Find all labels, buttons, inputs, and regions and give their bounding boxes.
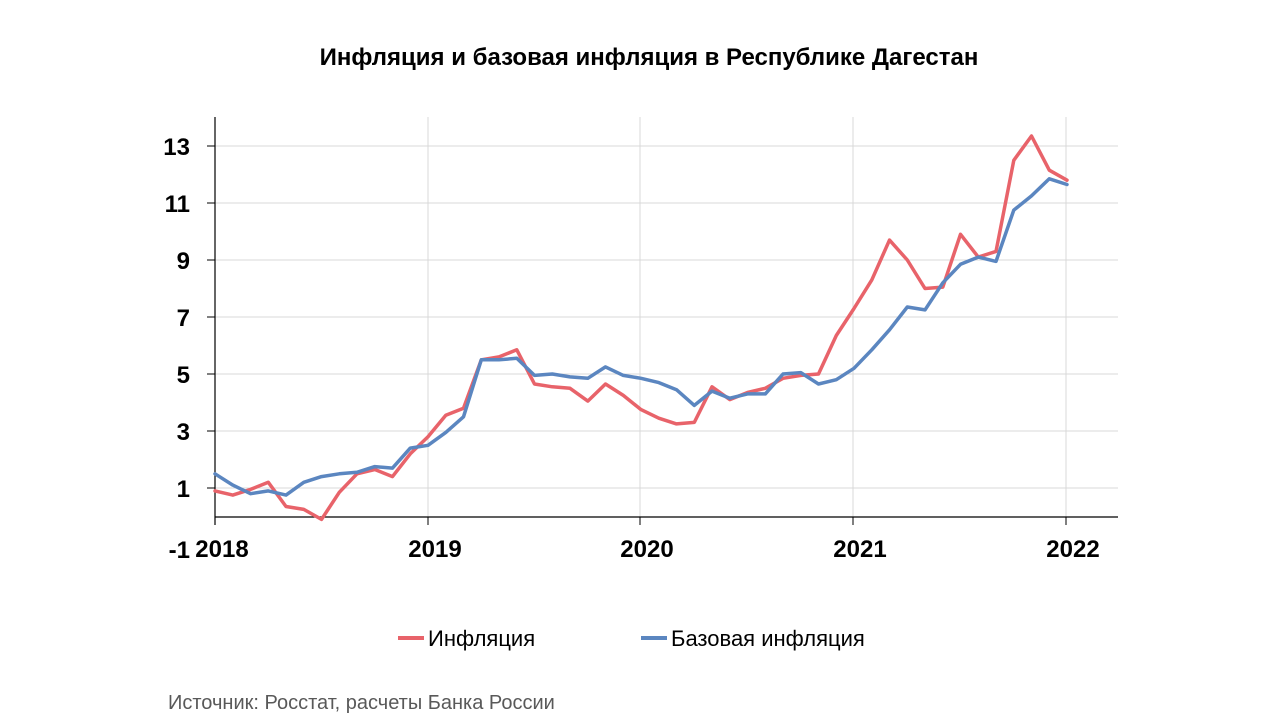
y-tick-label: 11 [165, 191, 190, 218]
legend: Инфляция Базовая инфляция [398, 626, 865, 651]
y-tick-label: 5 [177, 362, 190, 389]
series-line-core-inflation [213, 177, 1069, 497]
x-tick-label: 2021 [833, 536, 886, 563]
x-tick-label: 2018 [195, 536, 248, 563]
chart-title: Инфляция и базовая инфляция в Республике… [319, 44, 979, 71]
legend-label: Инфляция [428, 626, 535, 651]
y-tick-label: 13 [163, 134, 190, 161]
series-lines [213, 134, 1069, 522]
legend-label: Базовая инфляция [671, 626, 865, 651]
x-tick-labels: 2018 2019 2020 2021 2022 [195, 536, 1099, 563]
source-note: Источник: Росстат, расчеты Банка России [168, 692, 555, 714]
x-tick-label: 2020 [620, 536, 673, 563]
x-tick-label: 2019 [408, 536, 461, 563]
y-tick-label: -1 [169, 537, 190, 564]
y-tick-label: 1 [177, 476, 190, 503]
x-tick-label: 2022 [1046, 536, 1099, 563]
y-tick-label: 3 [177, 419, 190, 446]
y-tick-label: 7 [177, 305, 190, 332]
gridlines [215, 117, 1118, 517]
series-line-inflation [213, 134, 1069, 522]
axes [207, 117, 1118, 525]
y-tick-label: 9 [177, 248, 190, 275]
